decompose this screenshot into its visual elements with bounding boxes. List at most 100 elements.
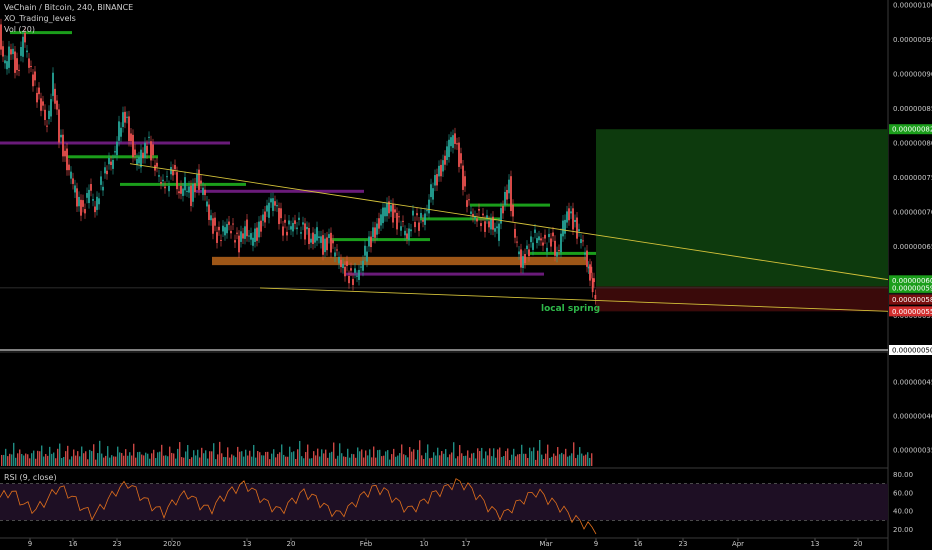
candle	[364, 245, 366, 256]
volume-bar	[37, 450, 39, 466]
candle	[536, 238, 538, 244]
volume-bar	[557, 447, 559, 466]
volume-bar	[481, 447, 483, 466]
candle	[372, 227, 374, 238]
volume-bar	[431, 457, 433, 466]
candle	[386, 202, 388, 217]
volume-bar	[119, 452, 121, 466]
volume-bar	[367, 455, 369, 466]
candle	[18, 69, 20, 71]
volume-bar	[265, 451, 267, 466]
price-badge	[889, 275, 932, 286]
volume-tick-label: 0.00000045	[893, 379, 932, 387]
level-line	[66, 155, 158, 159]
candle	[392, 203, 394, 223]
candle	[548, 233, 550, 238]
candle	[542, 242, 544, 246]
candle	[336, 249, 338, 251]
zone-take-profit	[596, 129, 888, 287]
volume-bar	[5, 448, 7, 466]
candle	[208, 204, 210, 220]
candle	[110, 161, 112, 165]
candle	[244, 226, 246, 239]
candle	[124, 111, 126, 123]
candle	[310, 238, 312, 243]
candle	[474, 216, 476, 219]
volume-bar	[39, 451, 41, 466]
candle	[418, 222, 420, 231]
volume-bar	[105, 455, 107, 466]
candle	[552, 232, 554, 237]
volume-bar	[309, 458, 311, 466]
price-tick-label: 0.00000095	[893, 36, 932, 44]
volume-bar	[421, 455, 423, 466]
candle	[590, 266, 593, 273]
x-tick-label: Mar	[539, 540, 552, 548]
volume-bar	[225, 457, 227, 466]
candle	[266, 205, 268, 212]
candle	[188, 186, 190, 193]
price-badge-label: 0.00000082	[892, 126, 932, 134]
candle	[518, 251, 520, 255]
volume-bar	[215, 459, 217, 466]
candle	[454, 133, 456, 144]
price-badge	[889, 124, 932, 135]
candle	[404, 230, 406, 236]
chart-title: VeChain / Bitcoin, 240, BINANCE	[4, 3, 134, 12]
candle	[186, 190, 188, 192]
volume-bar	[325, 449, 327, 466]
candle	[116, 141, 118, 156]
candle	[478, 208, 480, 211]
candle	[102, 186, 104, 191]
volume-bar	[407, 457, 409, 466]
x-tick-label: 20	[854, 540, 863, 548]
candle	[446, 146, 448, 160]
candle	[158, 175, 160, 177]
level-line	[470, 203, 550, 207]
volume-bar	[387, 450, 389, 466]
candle	[322, 235, 324, 255]
rsi-band	[0, 483, 888, 521]
candle	[30, 65, 32, 67]
volume-bar	[193, 450, 195, 466]
volume-bar	[535, 459, 537, 466]
volume-bar	[385, 451, 387, 466]
candle	[92, 199, 94, 201]
volume-bar	[471, 453, 473, 466]
candle	[520, 249, 522, 268]
volume-bar	[247, 455, 249, 466]
volume-bar	[251, 456, 253, 466]
candle	[168, 185, 170, 192]
volume-bar	[153, 449, 155, 466]
volume-bar	[511, 454, 513, 466]
candle	[358, 269, 360, 280]
volume-bar	[199, 457, 201, 466]
rsi-tick-label: 60.00	[893, 489, 913, 497]
candle	[326, 237, 328, 251]
candle	[152, 144, 154, 156]
volume-bar	[297, 449, 299, 466]
candle	[164, 186, 166, 189]
volume-bar	[355, 457, 357, 466]
candle	[202, 187, 204, 195]
candle	[254, 228, 256, 242]
candle	[302, 222, 304, 225]
volume-bar	[313, 451, 315, 466]
x-tick-label: 9	[28, 540, 32, 548]
candle	[52, 72, 54, 96]
candle	[398, 216, 400, 218]
volume-bar	[443, 453, 445, 466]
volume-bar	[503, 455, 505, 466]
volume-bar	[11, 454, 13, 466]
volume-bar	[589, 458, 591, 466]
volume-bar	[227, 447, 229, 466]
candle	[50, 99, 52, 117]
volume-bar	[233, 455, 235, 466]
volume-bar	[115, 456, 117, 466]
volume-bar	[117, 446, 119, 466]
candle	[278, 208, 280, 225]
volume-bar	[365, 450, 367, 466]
volume-bar	[71, 456, 73, 466]
volume-bar	[451, 452, 453, 466]
